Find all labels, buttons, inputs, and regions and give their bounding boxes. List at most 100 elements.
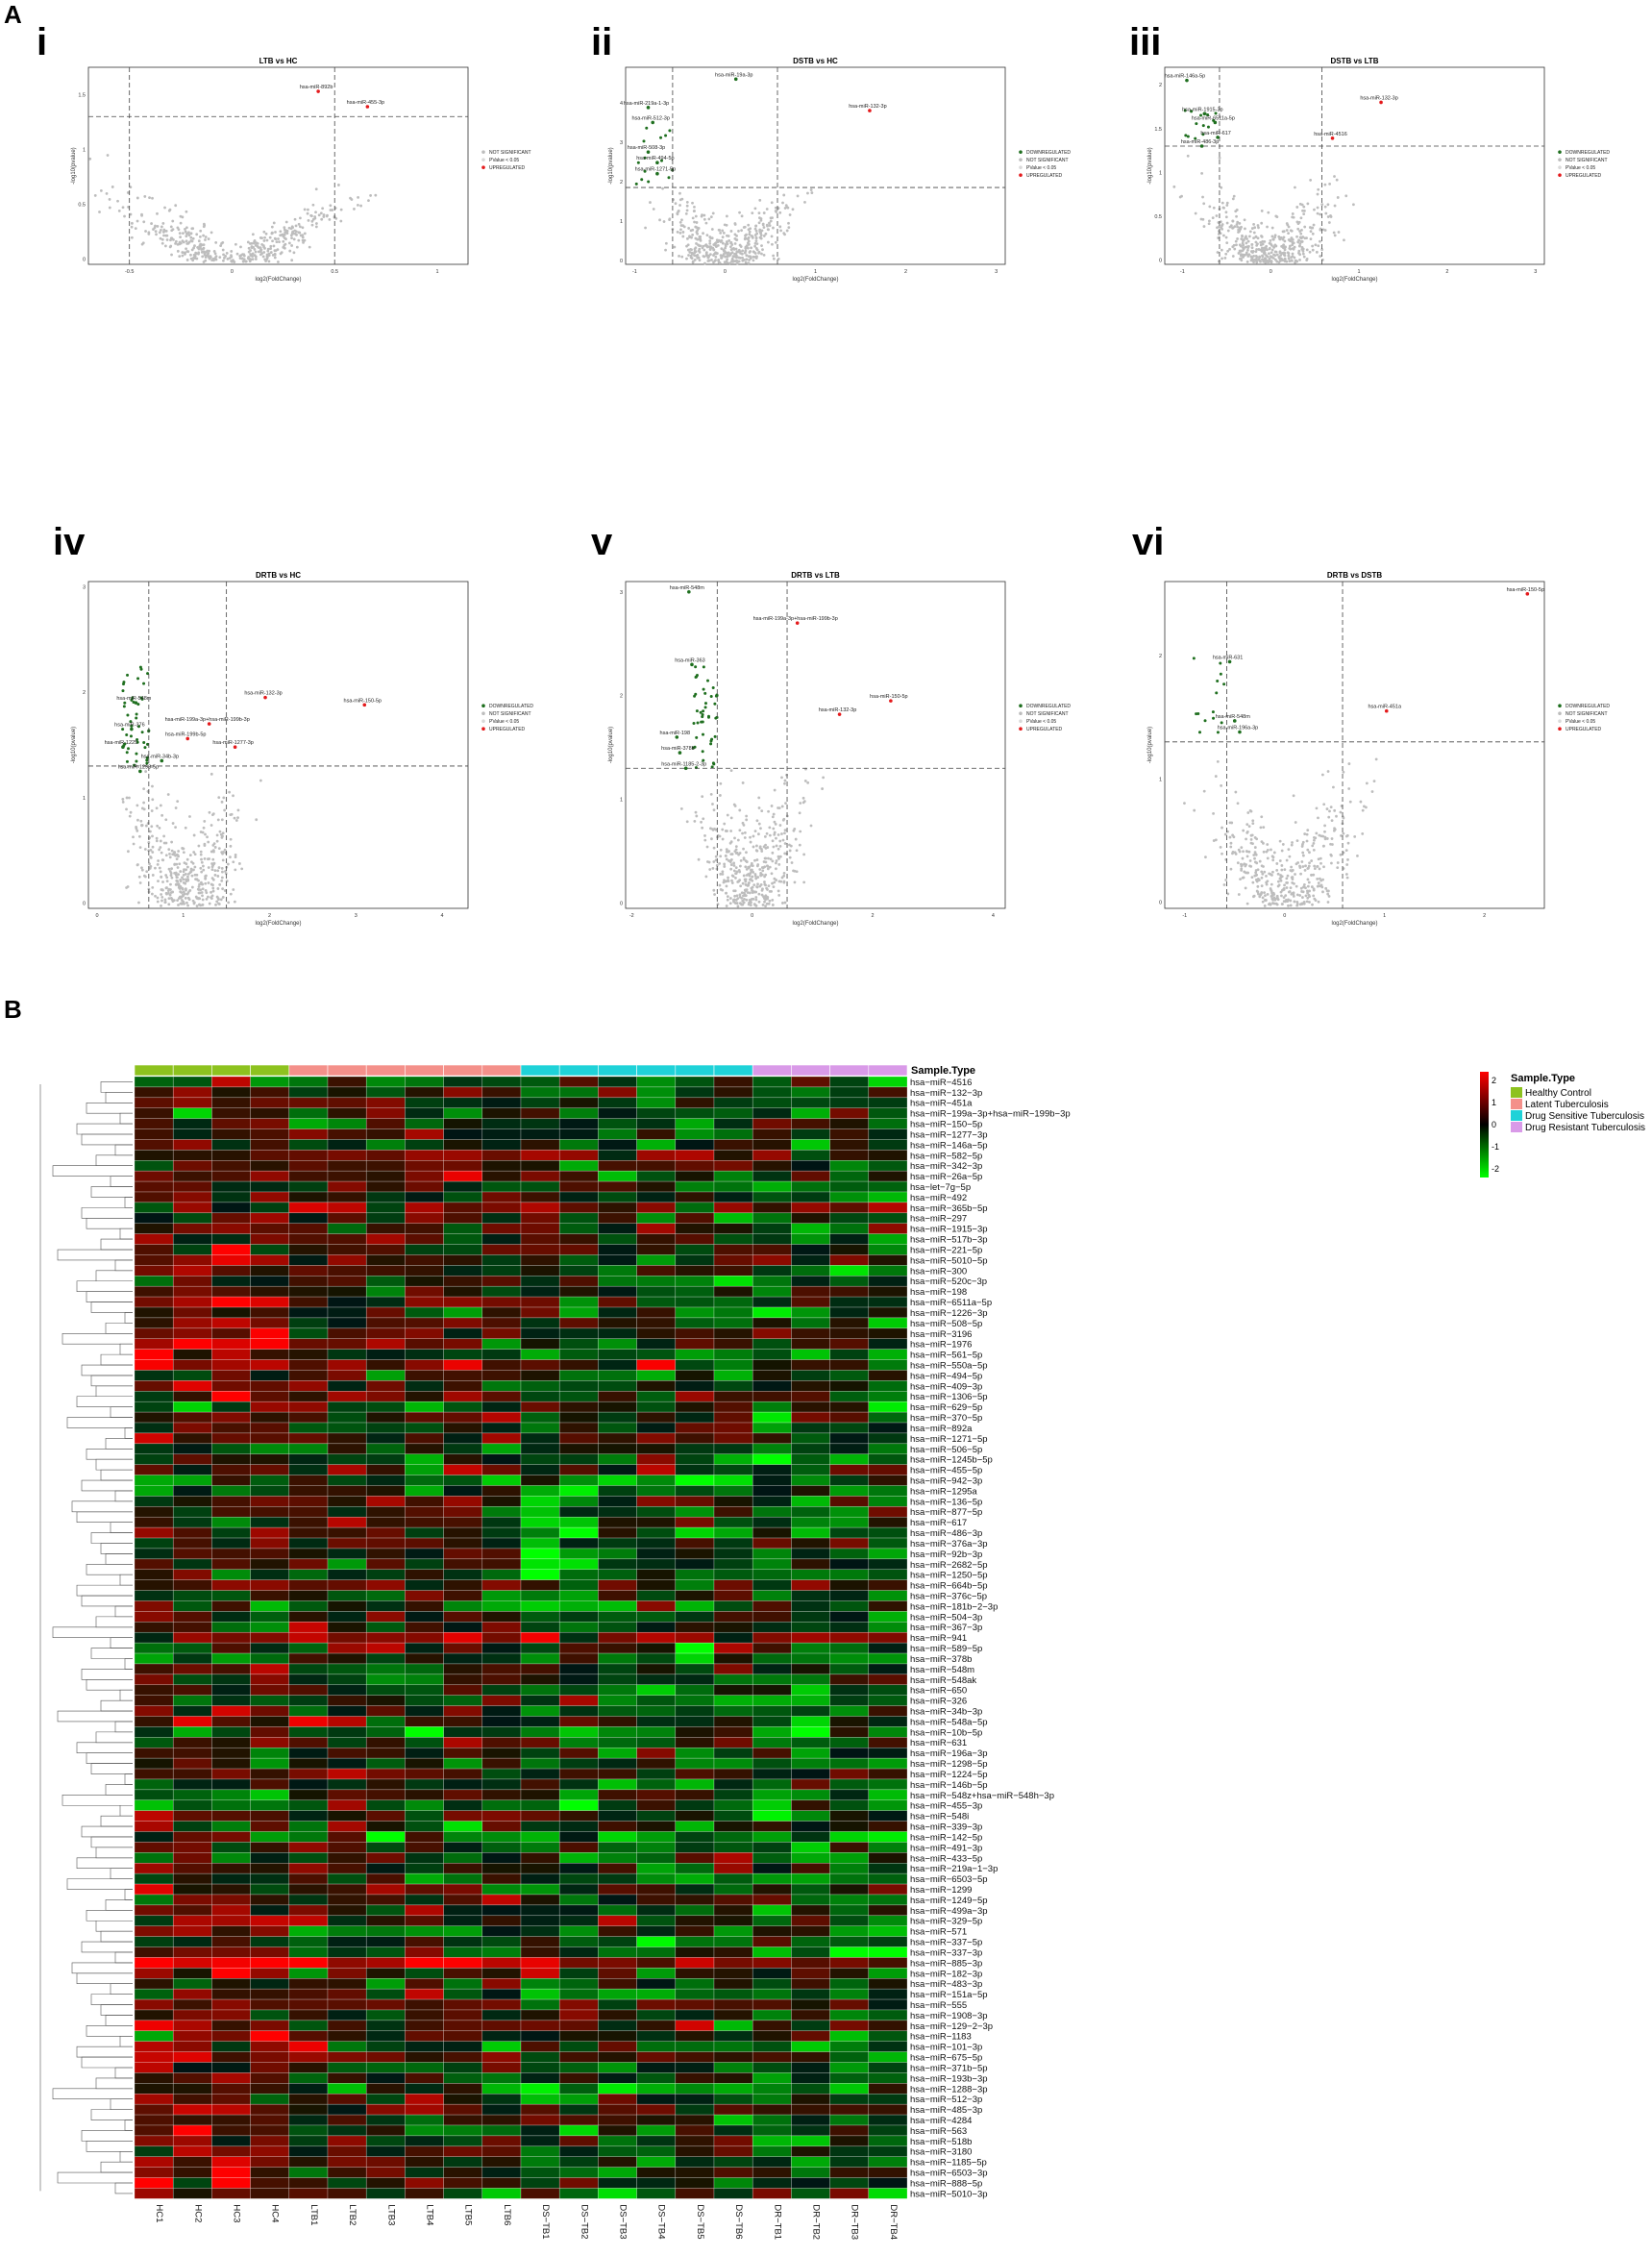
ns-point — [1220, 186, 1223, 189]
heatmap-cell — [172, 1673, 212, 1686]
heatmap-cell — [675, 1107, 715, 1119]
heatmap-cell — [675, 1737, 715, 1748]
ns-point — [714, 255, 718, 259]
y-tick-label: 0 — [620, 259, 623, 264]
heatmap-cell — [288, 1150, 329, 1161]
heatmap-cell — [250, 2124, 290, 2137]
ns-point — [1308, 889, 1311, 893]
ns-point — [223, 808, 227, 812]
heatmap-cell — [636, 2009, 677, 2021]
ns-point — [1281, 903, 1284, 905]
heatmap-cell — [405, 1673, 444, 1686]
heatmap-cell — [791, 1737, 830, 1748]
heatmap-cell — [558, 1076, 599, 1088]
down-point — [1190, 110, 1194, 113]
heatmap-cell — [868, 2094, 908, 2105]
sub-label-v: v — [591, 521, 613, 563]
ns-point — [178, 862, 182, 866]
ns-point — [1312, 223, 1316, 227]
heatmap-cell — [172, 1118, 212, 1129]
heatmap-cell — [134, 1076, 174, 1088]
ns-point — [229, 892, 233, 896]
heatmap-cell — [675, 1160, 715, 1172]
ns-point — [686, 236, 689, 240]
heatmap-cell — [520, 1285, 560, 1298]
y-tick-label: 1 — [1159, 777, 1162, 782]
ns-point — [1283, 239, 1287, 243]
heatmap-cell — [829, 2145, 870, 2157]
heatmap-cell — [365, 1768, 406, 1780]
ns-point — [1302, 882, 1306, 886]
heatmap-cell — [636, 1611, 677, 1623]
heatmap-cell — [172, 1191, 212, 1203]
ns-point — [1305, 259, 1309, 262]
ns-point — [739, 257, 742, 260]
heatmap-cell — [365, 1915, 406, 1926]
heatmap-cell — [481, 1831, 522, 1843]
ns-point — [1309, 230, 1313, 234]
ns-point — [349, 196, 352, 200]
heatmap-cell — [636, 1349, 677, 1360]
ns-point — [1299, 872, 1302, 876]
heatmap-cell — [288, 1778, 329, 1791]
heatmap-cell — [327, 1107, 367, 1119]
heatmap-cell — [752, 1338, 792, 1350]
heatmap-cell — [520, 1998, 560, 2011]
ns-point — [719, 872, 723, 876]
heatmap-cell — [868, 1579, 908, 1591]
ns-point — [1295, 839, 1299, 843]
heatmap-cell — [829, 2030, 870, 2042]
heatmap-cell — [365, 1086, 406, 1099]
heatmap-cell — [405, 2103, 444, 2116]
ns-point — [707, 217, 711, 221]
ns-point — [730, 874, 734, 878]
heatmap-cell — [211, 1432, 251, 1445]
ns-point — [755, 844, 758, 848]
heatmap-cell — [598, 1852, 637, 1864]
down-point — [713, 702, 717, 706]
ns-point — [232, 860, 235, 864]
heatmap-cell — [211, 1642, 251, 1654]
heatmap-cell — [791, 1600, 830, 1612]
ns-point — [777, 847, 780, 851]
heatmap-cell — [520, 1276, 560, 1287]
ns-point — [203, 253, 207, 257]
heatmap-cell — [481, 1631, 522, 1644]
ns-point — [1242, 850, 1245, 854]
ns-point — [269, 244, 273, 248]
heatmap-cell — [598, 1558, 637, 1571]
heatmap-cell — [675, 1317, 715, 1329]
ns-point — [198, 891, 202, 895]
heatmap-cell — [558, 2020, 599, 2032]
heatmap-cell — [443, 1673, 483, 1686]
heatmap-cell — [443, 1401, 483, 1413]
ns-point — [150, 809, 154, 812]
ns-point — [1260, 891, 1264, 894]
ns-point — [1270, 235, 1274, 238]
ns-point — [1345, 876, 1349, 880]
heatmap-cell — [868, 1642, 908, 1654]
heatmap-cell — [829, 1097, 870, 1108]
heatmap-cell — [520, 2072, 560, 2084]
ns-point — [762, 895, 765, 899]
heatmap-cell — [598, 1475, 637, 1486]
ns-point — [1318, 867, 1321, 871]
heatmap-cell — [636, 1150, 677, 1161]
heatmap-cell — [636, 1652, 677, 1665]
ns-point — [1279, 254, 1283, 257]
sample-type-cell — [636, 1064, 677, 1077]
heatmap-cell — [636, 1842, 677, 1853]
heatmap-cell — [172, 1233, 212, 1245]
heatmap-cell — [327, 2156, 367, 2168]
legend-swatch — [1558, 158, 1562, 161]
ns-point — [1346, 858, 1349, 861]
heatmap-cell — [675, 1118, 715, 1129]
down-point — [146, 742, 150, 746]
heatmap-cell — [250, 1548, 290, 1560]
heatmap-cell — [598, 1453, 637, 1465]
heatmap-cell — [405, 1946, 444, 1958]
heatmap-cell — [481, 1799, 522, 1811]
ns-point — [169, 891, 173, 894]
ns-point — [734, 848, 738, 852]
heatmap-cell — [520, 1747, 560, 1759]
